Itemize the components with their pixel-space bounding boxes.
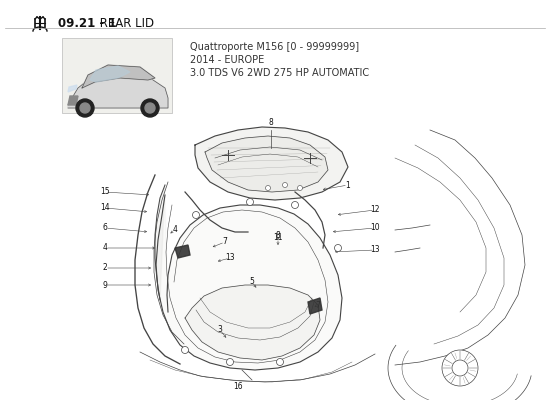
Circle shape: [227, 358, 234, 366]
Polygon shape: [68, 85, 77, 92]
Text: 4: 4: [102, 244, 107, 252]
Polygon shape: [155, 185, 165, 300]
Text: 10: 10: [370, 224, 380, 232]
Polygon shape: [68, 73, 168, 108]
Polygon shape: [185, 285, 320, 360]
Circle shape: [292, 202, 299, 208]
Circle shape: [76, 99, 94, 117]
Polygon shape: [205, 136, 328, 192]
Circle shape: [145, 103, 155, 113]
Text: REAR LID: REAR LID: [96, 17, 154, 30]
Text: 13: 13: [370, 246, 380, 254]
Text: 4: 4: [173, 226, 178, 234]
Circle shape: [334, 244, 342, 252]
Text: 3: 3: [218, 326, 222, 334]
Text: 13: 13: [225, 254, 235, 262]
Text: 5: 5: [250, 278, 255, 286]
Circle shape: [298, 186, 302, 190]
Polygon shape: [68, 96, 78, 105]
Polygon shape: [156, 195, 342, 370]
Text: 16: 16: [233, 382, 243, 391]
Text: 6: 6: [102, 224, 107, 232]
Polygon shape: [195, 127, 348, 200]
Circle shape: [246, 198, 254, 206]
Circle shape: [442, 350, 478, 386]
Text: 7: 7: [223, 238, 228, 246]
Circle shape: [266, 186, 271, 190]
Circle shape: [80, 103, 90, 113]
Text: 12: 12: [370, 206, 380, 214]
Circle shape: [192, 212, 200, 218]
Text: 3.0 TDS V6 2WD 275 HP AUTOMATIC: 3.0 TDS V6 2WD 275 HP AUTOMATIC: [190, 68, 369, 78]
Circle shape: [277, 358, 283, 366]
Polygon shape: [82, 65, 155, 88]
Text: 2014 - EUROPE: 2014 - EUROPE: [190, 55, 264, 65]
Polygon shape: [90, 66, 130, 82]
Circle shape: [283, 182, 288, 188]
Text: 14: 14: [100, 204, 110, 212]
Text: 1: 1: [345, 180, 350, 190]
Text: 09.21 - 1: 09.21 - 1: [58, 17, 117, 30]
Text: 11: 11: [273, 234, 283, 242]
Polygon shape: [308, 298, 322, 314]
Circle shape: [452, 360, 468, 376]
Text: 2: 2: [103, 264, 107, 272]
Circle shape: [182, 346, 189, 354]
Circle shape: [141, 99, 159, 117]
Text: 9: 9: [102, 280, 107, 290]
Polygon shape: [175, 245, 190, 258]
Text: Quattroporte M156 [0 - 99999999]: Quattroporte M156 [0 - 99999999]: [190, 42, 359, 52]
FancyBboxPatch shape: [62, 38, 172, 113]
Text: 15: 15: [100, 188, 110, 196]
Text: 8: 8: [268, 118, 273, 127]
Text: 8: 8: [276, 230, 280, 240]
Text: 7: 7: [316, 300, 321, 310]
